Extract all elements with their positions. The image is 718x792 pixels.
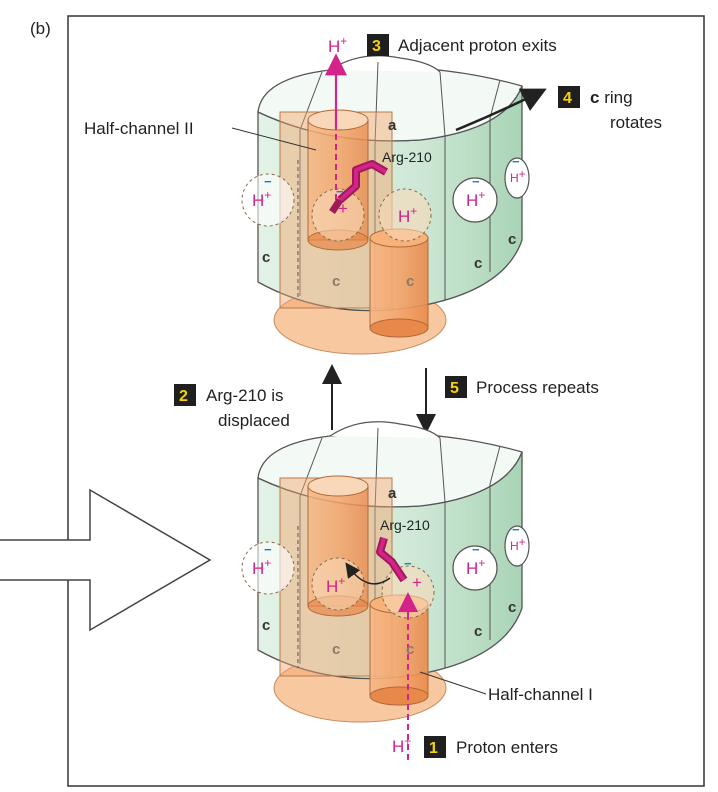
top-c-ring-assembly	[231, 53, 547, 355]
minus-top-left: −	[264, 174, 272, 189]
step-4-label-line2: rotates	[610, 113, 662, 132]
svg-text:3: 3	[372, 38, 381, 55]
minus-bottom-right: −	[472, 542, 480, 557]
minus-top-edge: −	[512, 154, 520, 169]
minus-top-right: −	[472, 174, 480, 189]
step-1-badge: 1	[424, 736, 446, 758]
subunit-c-bottom-5: c	[508, 599, 516, 616]
arg-210-label-top: Arg-210	[382, 149, 432, 165]
arg-210-label-bottom: Arg-210	[380, 517, 430, 533]
subunit-c-bottom-3: c	[406, 641, 414, 658]
step-5-label: Process repeats	[476, 378, 599, 397]
step-3-badge: 3	[367, 34, 389, 56]
half-channel-ii-label: Half-channel II	[84, 119, 194, 138]
proton-bottom-left: H+	[252, 556, 271, 578]
panel-frame	[67, 15, 705, 787]
subunit-c-top-3: c	[406, 273, 414, 290]
step-2-label-line2: displaced	[218, 411, 290, 430]
subunit-c-top-1: c	[262, 249, 270, 266]
step-1-label: Proton enters	[456, 738, 558, 757]
proton-enter-label: H+	[392, 734, 411, 756]
panel-label: (b)	[30, 19, 51, 38]
subunit-c-bottom-2: c	[332, 641, 340, 658]
step-4-badge: 4	[558, 86, 580, 108]
minus-top-center: −	[336, 184, 344, 199]
proton-top-left: H+	[252, 188, 271, 210]
svg-text:4: 4	[563, 90, 572, 107]
plus-top-center: +	[338, 199, 348, 218]
plus-bottom-center: +	[412, 573, 422, 592]
step-2-badge: 2	[174, 384, 196, 406]
proton-top-right: H+	[466, 188, 485, 210]
subunit-c-top-4: c	[474, 255, 482, 272]
minus-bottom-center: −	[404, 556, 412, 571]
step-5-badge: 5	[445, 376, 467, 398]
minus-bottom-edge: −	[512, 522, 520, 537]
step-2-label: Arg-210 is	[206, 386, 283, 405]
subunit-c-top-5: c	[508, 231, 516, 248]
large-arrow-icon	[0, 488, 212, 632]
proton-top-edge: H+	[510, 167, 526, 185]
proton-exit-label: H+	[328, 34, 347, 56]
bottom-c-ring-assembly	[241, 421, 530, 760]
subunit-c-bottom-4: c	[474, 623, 482, 640]
proton-top-center: H+	[398, 204, 417, 226]
step-3-label: Adjacent proton exits	[398, 36, 557, 55]
proton-bottom-right: H+	[466, 556, 485, 578]
step-4-label: c ring	[590, 88, 633, 107]
subunit-c-top-2: c	[332, 273, 340, 290]
svg-text:1: 1	[429, 740, 438, 757]
svg-text:5: 5	[450, 380, 459, 397]
minus-bottom-left: −	[264, 542, 272, 557]
half-channel-i-label: Half-channel I	[488, 685, 593, 704]
subunit-c-bottom-1: c	[262, 617, 270, 634]
subunit-a-label-bottom: a	[388, 485, 397, 502]
svg-text:2: 2	[179, 388, 188, 405]
proton-bottom-edge: H+	[510, 535, 526, 553]
proton-bottom-center: H+	[326, 574, 345, 596]
subunit-a-label-top: a	[388, 117, 397, 134]
